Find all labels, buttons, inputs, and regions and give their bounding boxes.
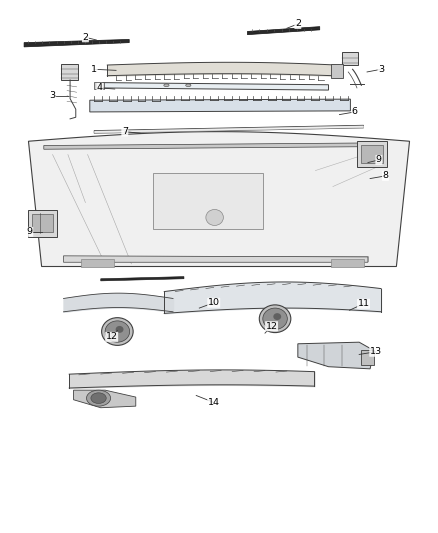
- FancyBboxPatch shape: [153, 173, 263, 229]
- Ellipse shape: [186, 84, 191, 86]
- Ellipse shape: [116, 326, 124, 333]
- Text: 14: 14: [208, 398, 220, 407]
- Text: 4: 4: [97, 84, 103, 92]
- Text: 13: 13: [370, 348, 382, 356]
- Polygon shape: [101, 277, 184, 281]
- Text: 2: 2: [82, 33, 88, 42]
- FancyBboxPatch shape: [361, 350, 374, 365]
- Ellipse shape: [91, 393, 106, 403]
- Ellipse shape: [263, 308, 287, 329]
- Text: 10: 10: [208, 298, 220, 307]
- Ellipse shape: [259, 305, 291, 333]
- Polygon shape: [298, 342, 371, 369]
- Text: 2: 2: [295, 20, 301, 28]
- Polygon shape: [94, 125, 364, 133]
- Text: 9: 9: [27, 228, 33, 236]
- Ellipse shape: [273, 313, 281, 320]
- Ellipse shape: [105, 321, 130, 342]
- FancyBboxPatch shape: [81, 259, 114, 266]
- FancyBboxPatch shape: [331, 64, 343, 78]
- Text: 7: 7: [122, 127, 128, 136]
- Ellipse shape: [206, 209, 223, 225]
- Polygon shape: [44, 143, 381, 149]
- Text: 8: 8: [382, 172, 389, 180]
- FancyBboxPatch shape: [357, 141, 387, 167]
- Text: 12: 12: [265, 322, 278, 330]
- Ellipse shape: [102, 318, 133, 345]
- Text: 9: 9: [376, 156, 382, 164]
- Text: 3: 3: [49, 92, 56, 100]
- FancyBboxPatch shape: [331, 259, 364, 266]
- Ellipse shape: [164, 84, 169, 86]
- Polygon shape: [74, 390, 136, 408]
- Text: 12: 12: [106, 333, 118, 341]
- Polygon shape: [90, 99, 350, 112]
- Polygon shape: [247, 27, 320, 35]
- FancyBboxPatch shape: [28, 210, 57, 237]
- FancyBboxPatch shape: [32, 214, 53, 232]
- Text: 1: 1: [91, 65, 97, 74]
- Polygon shape: [64, 256, 368, 261]
- Polygon shape: [103, 83, 328, 90]
- Text: 11: 11: [357, 300, 370, 308]
- FancyBboxPatch shape: [94, 82, 104, 89]
- Text: 3: 3: [378, 65, 384, 74]
- Text: 6: 6: [352, 108, 358, 116]
- Polygon shape: [24, 39, 129, 47]
- FancyBboxPatch shape: [342, 52, 358, 65]
- FancyBboxPatch shape: [61, 64, 78, 80]
- Polygon shape: [64, 256, 368, 262]
- Polygon shape: [28, 132, 410, 266]
- Ellipse shape: [86, 390, 110, 406]
- FancyBboxPatch shape: [361, 145, 383, 163]
